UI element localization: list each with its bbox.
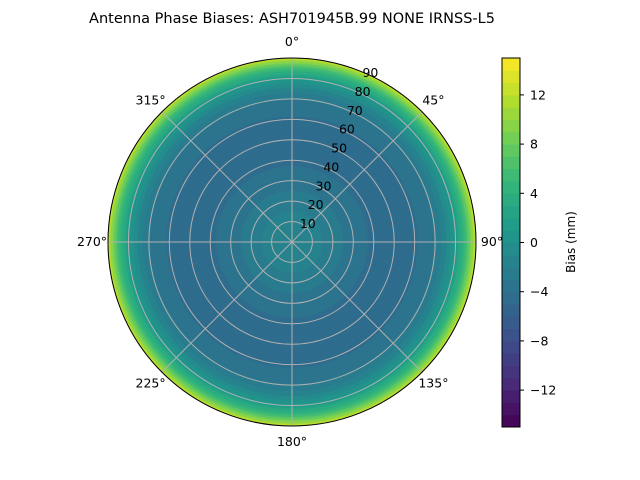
- colorbar-tick-label: −4: [530, 284, 548, 299]
- colorbar-level: [502, 279, 520, 293]
- radial-tick-label: 50: [331, 141, 347, 156]
- polar-frame: [107, 57, 477, 427]
- angular-gridline: [291, 111, 423, 243]
- colorbar-label: Bias (mm): [564, 211, 578, 273]
- colorbar-level: [502, 193, 520, 207]
- chart-title: Antenna Phase Biases: ASH701945B.99 NONE…: [89, 11, 495, 27]
- colorbar-level: [502, 377, 520, 391]
- colorbar-level: [502, 316, 520, 330]
- angular-tick-label: 0°: [285, 34, 299, 49]
- colorbar-tick-label: 12: [530, 87, 546, 102]
- colorbar-level: [502, 414, 520, 428]
- colorbar-level: [502, 144, 520, 157]
- radial-tick-label: 70: [347, 103, 363, 118]
- polar-grid: [107, 57, 477, 427]
- colorbar-tick-label: 0: [530, 235, 538, 250]
- angular-tick-label: 315°: [136, 93, 166, 108]
- colorbar-level: [502, 58, 520, 71]
- angular-gridline: [161, 111, 293, 243]
- angular-tick-label: 270°: [77, 234, 107, 249]
- colorbar-level: [502, 94, 520, 108]
- colorbar-level: [502, 217, 520, 231]
- colorbar-level: [502, 365, 520, 379]
- colorbar-level: [502, 254, 520, 268]
- radial-tick-label: 10: [300, 216, 316, 231]
- colorbar-level: [502, 353, 520, 366]
- radial-tick-label: 80: [355, 84, 371, 99]
- colorbar-level: [502, 304, 520, 317]
- colorbar-level: [502, 340, 520, 354]
- radial-tick-label: 60: [339, 122, 355, 137]
- angular-gridline: [291, 241, 423, 373]
- angular-tick-label: 225°: [136, 375, 166, 390]
- colorbar-level: [502, 107, 520, 120]
- angular-tick-label: 135°: [418, 375, 448, 390]
- colorbar-level: [502, 390, 520, 403]
- angular-tick-label: 45°: [422, 93, 444, 108]
- colorbar: 12 8 4 0 −4 −8 −12: [501, 57, 556, 428]
- colorbar-level: [502, 181, 520, 194]
- angular-tick-label: 180°: [277, 434, 307, 449]
- colorbar-tick-label: −12: [530, 383, 556, 398]
- colorbar-level: [502, 156, 520, 170]
- colorbar-level: [502, 70, 520, 84]
- colorbar-level: [502, 82, 520, 96]
- radial-tick-label: 90: [362, 65, 378, 80]
- axis-labels: 0° 45° 90° 135° 180° 225° 270° 315° 10 20 30 40 50 60…: [77, 34, 503, 449]
- colorbar-level: [502, 168, 520, 182]
- radial-tick-label: 20: [308, 197, 324, 212]
- colorbar-level: [502, 242, 520, 256]
- colorbar-level: [502, 205, 520, 219]
- angular-gridline: [161, 241, 293, 373]
- angular-tick-label: 90°: [481, 234, 503, 249]
- colorbar-tick-label: 4: [530, 186, 538, 201]
- colorbar-level: [502, 402, 520, 416]
- colorbar-level: [502, 230, 520, 243]
- colorbar-level: [502, 291, 520, 305]
- colorbar-tick-label: −8: [530, 333, 548, 348]
- radial-tick-label: 40: [323, 159, 339, 174]
- colorbar-level: [502, 328, 520, 342]
- colorbar-tick-label: 8: [530, 137, 538, 152]
- colorbar-level: [502, 131, 520, 145]
- colorbar-level: [502, 267, 520, 280]
- radial-tick-label: 30: [316, 178, 332, 193]
- colorbar-level: [502, 119, 520, 133]
